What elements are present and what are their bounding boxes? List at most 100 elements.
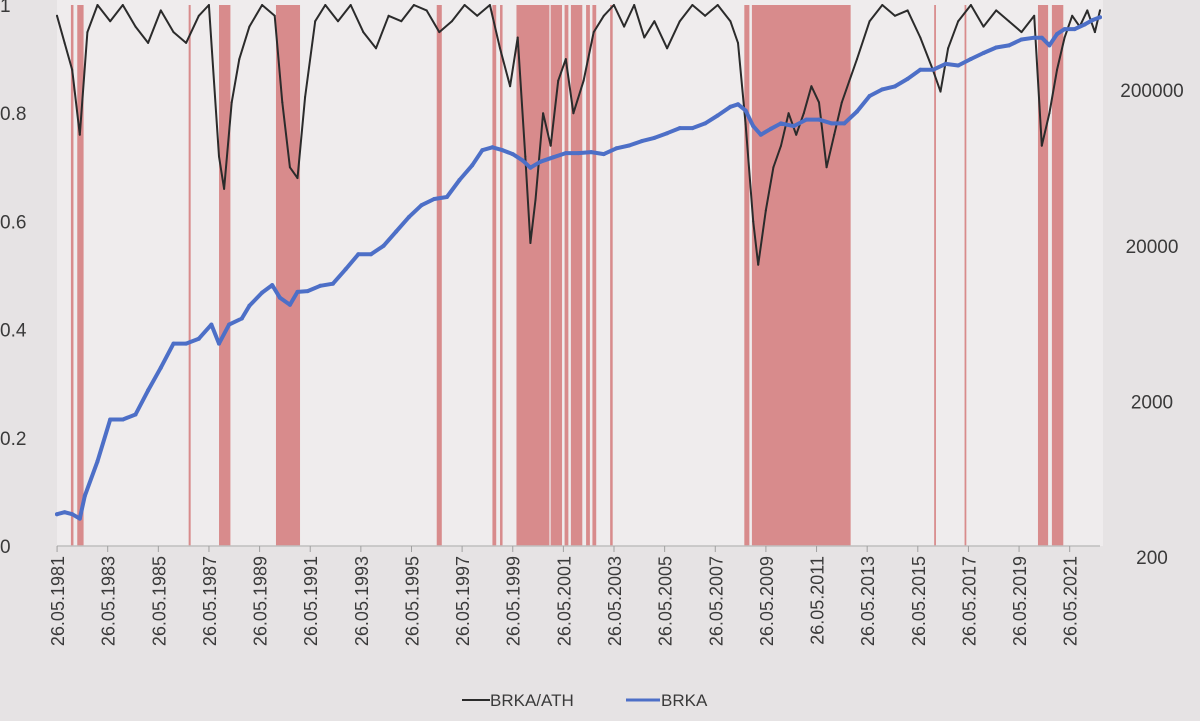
data-point xyxy=(856,58,858,61)
data-point xyxy=(185,41,188,44)
data-point xyxy=(381,243,386,248)
data-point xyxy=(476,14,479,17)
data-point xyxy=(791,124,796,129)
data-point xyxy=(572,112,575,115)
data-point xyxy=(549,144,552,147)
data-point xyxy=(480,148,485,153)
data-point xyxy=(488,4,491,6)
data-point xyxy=(438,31,441,34)
data-point xyxy=(804,117,809,122)
data-point xyxy=(406,215,411,220)
data-point xyxy=(1006,43,1011,48)
y-right-tick-label: 20000 xyxy=(1126,237,1179,258)
data-point xyxy=(287,302,292,307)
data-point xyxy=(82,493,87,498)
x-tick-label: 26.05.1997 xyxy=(453,556,473,646)
data-point xyxy=(666,47,669,50)
y-left-tick-label: 0.6 xyxy=(0,212,26,233)
data-point xyxy=(905,76,910,81)
data-point xyxy=(62,510,67,515)
data-point xyxy=(534,198,537,201)
drawdown-period-11 xyxy=(570,5,583,546)
data-point xyxy=(614,146,619,151)
data-point xyxy=(1007,20,1010,23)
data-point xyxy=(172,31,175,34)
data-point xyxy=(196,336,201,341)
data-point xyxy=(602,14,605,17)
data-point xyxy=(270,283,275,288)
data-point xyxy=(78,133,81,136)
drawdown-period-16 xyxy=(751,5,851,546)
data-point xyxy=(751,124,756,129)
data-point xyxy=(1055,32,1059,37)
y-left-tick-label: 1 xyxy=(0,0,11,17)
y-left-tick-label: 0 xyxy=(0,537,11,558)
data-point xyxy=(528,165,533,170)
data-point xyxy=(223,187,226,190)
data-point xyxy=(349,4,352,6)
data-point xyxy=(121,4,124,6)
data-point xyxy=(1082,22,1087,27)
data-point xyxy=(737,41,739,44)
data-point xyxy=(56,14,58,17)
data-point xyxy=(314,20,317,23)
x-tick-label: 26.05.2007 xyxy=(706,556,726,646)
data-point xyxy=(969,4,972,6)
data-point xyxy=(375,47,377,50)
x-axis-ticks: 26.05.1981 26.05.1983 26.05.1985 26.05.1987… xyxy=(48,546,1081,646)
data-point xyxy=(677,126,682,131)
data-point xyxy=(690,126,695,131)
legend-label-brka-ath: BRKA/ATH xyxy=(490,691,574,710)
data-point xyxy=(86,31,89,34)
drawdown-period-6 xyxy=(492,5,497,546)
data-point xyxy=(589,150,594,155)
data-point xyxy=(238,58,241,61)
data-point xyxy=(601,152,606,157)
x-tick-label: 26.05.1995 xyxy=(402,556,422,646)
data-point xyxy=(281,101,284,104)
y-left-tick-label: 0.2 xyxy=(0,429,26,450)
drawdown-period-1 xyxy=(77,5,84,546)
data-point xyxy=(1039,35,1044,40)
x-tick-label: 26.05.2001 xyxy=(554,556,574,646)
drawdown-period-12 xyxy=(586,5,590,546)
data-point xyxy=(1098,15,1102,20)
x-tick-label: 26.05.2003 xyxy=(605,556,625,646)
data-point xyxy=(752,220,755,223)
data-point xyxy=(943,61,948,66)
data-point xyxy=(71,68,74,71)
data-point xyxy=(930,67,935,72)
data-point xyxy=(855,109,859,114)
data-point xyxy=(678,20,681,23)
data-point xyxy=(463,4,466,6)
y-right-tick-label: 2000 xyxy=(1131,392,1173,413)
drawdown-period-13 xyxy=(592,5,597,546)
data-point xyxy=(633,4,636,6)
drawdown-period-17 xyxy=(934,5,936,546)
data-point xyxy=(230,101,233,104)
x-tick-label: 26.05.2021 xyxy=(1061,556,1081,646)
data-point xyxy=(134,25,137,28)
data-point xyxy=(499,47,501,50)
x-tick-label: 26.05.2005 xyxy=(656,556,676,646)
data-point xyxy=(1093,31,1096,34)
x-tick-label: 26.05.1993 xyxy=(352,556,372,646)
series-brka-ath xyxy=(56,4,1101,266)
drawdown-period-15 xyxy=(744,5,750,546)
drawdown-period-20 xyxy=(1051,5,1064,546)
data-point xyxy=(551,155,556,160)
data-point xyxy=(70,512,75,517)
data-point xyxy=(994,45,999,50)
data-point xyxy=(956,63,961,68)
data-point xyxy=(146,388,151,393)
data-point xyxy=(330,281,335,286)
data-point xyxy=(802,112,805,115)
data-point xyxy=(892,84,897,89)
drawdown-period-7 xyxy=(500,5,503,546)
data-point xyxy=(1072,27,1077,32)
data-point xyxy=(576,151,581,156)
data-point xyxy=(564,58,567,61)
data-point xyxy=(516,36,519,39)
